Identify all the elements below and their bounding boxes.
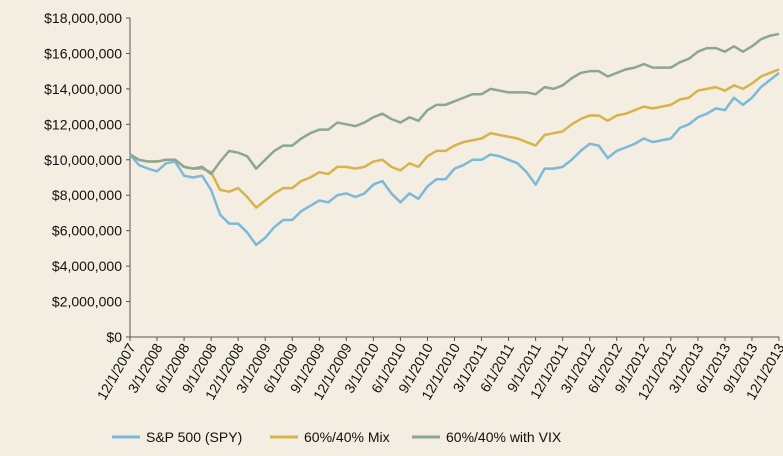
y-tick-label: $14,000,000 — [44, 81, 122, 97]
y-tick-label: $2,000,000 — [52, 294, 122, 310]
y-tick-label: $0 — [106, 329, 122, 345]
series-line — [129, 32, 780, 176]
y-tick-label: $16,000,000 — [44, 45, 122, 61]
y-tick-label: $10,000,000 — [44, 152, 122, 168]
legend-label: 60%/40% with VIX — [446, 429, 562, 445]
y-tick-label: $18,000,000 — [44, 10, 122, 26]
y-tick-label: $12,000,000 — [44, 116, 122, 132]
y-tick-label: $4,000,000 — [52, 258, 122, 274]
legend-label: S&P 500 (SPY) — [146, 429, 242, 445]
y-tick-label: $8,000,000 — [52, 187, 122, 203]
x-tick-label: 12/1/2007 — [94, 340, 139, 402]
series-line — [129, 68, 780, 209]
legend-label: 60%/40% Mix — [304, 429, 390, 445]
y-tick-label: $6,000,000 — [52, 223, 122, 239]
series-line — [129, 71, 780, 247]
